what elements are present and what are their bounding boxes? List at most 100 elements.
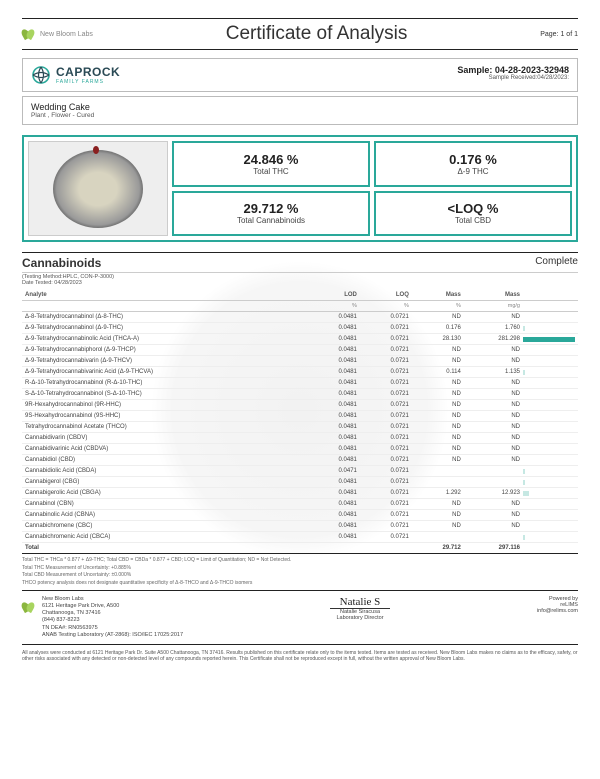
product-type: Plant , Flower - Cured — [31, 112, 569, 119]
cell-loq: 0.0721 — [360, 411, 412, 422]
summary-value: 29.712 % — [244, 201, 299, 216]
sample-photo — [28, 141, 168, 236]
table-row: Cannabigerol (CBG) 0.0481 0.0721 — [22, 477, 578, 488]
client-logo: CAPROCK FAMILY FARMS — [31, 65, 120, 85]
cell-mass-mgg: 281.298 — [464, 334, 523, 345]
page-number: Page: 1 of 1 — [540, 31, 578, 38]
cell-mass-pct: 0.176 — [412, 323, 464, 334]
cell-loq: 0.0721 — [360, 433, 412, 444]
analyte-name: Δ-8-Tetrahydrocannabinol (Δ-8-THC) — [22, 312, 308, 323]
signature-icon: Natalie S — [330, 596, 391, 609]
cell-loq: 0.0721 — [360, 323, 412, 334]
cell-bar — [523, 444, 578, 455]
col-loq: LOQ — [360, 290, 412, 301]
unit-m1: % — [412, 301, 464, 312]
page-header: New Bloom Labs Certificate of Analysis P… — [22, 18, 578, 50]
cell-mass-mgg — [464, 477, 523, 488]
table-row: Δ-9-Tetrahydrocannabivarin (Δ-9-THCV) 0.… — [22, 356, 578, 367]
unit-m2: mg/g — [464, 301, 523, 312]
analyte-name: Tetrahydrocannabinol Acetate (THCO) — [22, 422, 308, 433]
cell-mass-pct: ND — [412, 389, 464, 400]
summary-panel: 24.846 %Total THC0.176 %Δ-9 THC29.712 %T… — [22, 135, 578, 242]
cell-lod: 0.0481 — [308, 477, 360, 488]
cell-loq: 0.0721 — [360, 334, 412, 345]
summary-cell: <LOQ %Total CBD — [374, 191, 572, 237]
cell-mass-pct: ND — [412, 521, 464, 532]
sample-id: Sample: 04-28-2023-32948 — [457, 65, 569, 75]
cell-mass-mgg: ND — [464, 521, 523, 532]
cell-lod: 0.0481 — [308, 389, 360, 400]
summary-cell: 24.846 %Total THC — [172, 141, 370, 187]
total-row: Total 29.712 297.116 — [22, 543, 578, 554]
cell-bar — [523, 345, 578, 356]
table-row: Cannabidivarin (CBDV) 0.0481 0.0721 ND N… — [22, 433, 578, 444]
cell-lod: 0.0481 — [308, 521, 360, 532]
cell-mass-mgg: ND — [464, 356, 523, 367]
cell-loq: 0.0721 — [360, 422, 412, 433]
analyte-name: 9S-Hexahydrocannabinol (9S-HHC) — [22, 411, 308, 422]
unit-lod: % — [308, 301, 360, 312]
table-row: Cannabichromene (CBC) 0.0481 0.0721 ND N… — [22, 521, 578, 532]
analyte-name: Cannabidiolic Acid (CBDA) — [22, 466, 308, 477]
analyte-name: Cannabigerol (CBG) — [22, 477, 308, 488]
cell-lod: 0.0481 — [308, 356, 360, 367]
cell-mass-mgg: ND — [464, 499, 523, 510]
col-mass2: Mass — [464, 290, 523, 301]
cell-bar — [523, 433, 578, 444]
analyte-name: Cannabinol (CBN) — [22, 499, 308, 510]
note-cbd-mou: Total CBD Measurement of Uncertainty: ±0… — [22, 572, 578, 579]
disclaimer: All analyses were conducted at 6121 Heri… — [22, 645, 578, 668]
cell-bar — [523, 499, 578, 510]
table-row: R-Δ-10-Tetrahydrocannabinol (R-Δ-10-THC)… — [22, 378, 578, 389]
analyte-name: Cannabidivarin (CBDV) — [22, 433, 308, 444]
leaf-icon — [22, 600, 36, 614]
sample-info: Sample: 04-28-2023-32948 Sample Received… — [457, 65, 569, 81]
cell-lod: 0.0481 — [308, 455, 360, 466]
cell-mass-pct: ND — [412, 455, 464, 466]
cell-mass-mgg: ND — [464, 312, 523, 323]
col-mass1: Mass — [412, 290, 464, 301]
cell-mass-pct: ND — [412, 356, 464, 367]
table-row: Δ-8-Tetrahydrocannabinol (Δ-8-THC) 0.048… — [22, 312, 578, 323]
lab-address: New Bloom Labs 6121 Heritage Park Drive,… — [42, 596, 183, 639]
cell-mass-mgg: ND — [464, 389, 523, 400]
cell-mass-pct: ND — [412, 378, 464, 389]
signer-title: Laboratory Director — [330, 615, 391, 621]
total-label: Total — [22, 543, 308, 554]
cell-mass-mgg: 12.923 — [464, 488, 523, 499]
cell-mass-mgg: ND — [464, 422, 523, 433]
summary-cell: 0.176 %Δ-9 THC — [374, 141, 572, 187]
cell-mass-pct: 28.130 — [412, 334, 464, 345]
cell-bar — [523, 455, 578, 466]
table-row: Cannabidiolic Acid (CBDA) 0.0471 0.0721 — [22, 466, 578, 477]
cell-bar — [523, 334, 578, 345]
summary-value: <LOQ % — [448, 201, 499, 216]
analyte-name: Cannabichromene (CBC) — [22, 521, 308, 532]
powered-by: Powered by reLIMS info@relims.com — [537, 596, 578, 614]
cell-bar — [523, 389, 578, 400]
cell-loq: 0.0721 — [360, 532, 412, 543]
table-row: Δ-9-Tetrahydrocannabiphorol (Δ-9-THCP) 0… — [22, 345, 578, 356]
note-formula: Total THC = THCa * 0.877 + Δ9-THC; Total… — [22, 557, 578, 564]
total-pct: 29.712 — [412, 543, 464, 554]
cell-mass-pct: ND — [412, 444, 464, 455]
client-block: CAPROCK FAMILY FARMS Sample: 04-28-2023-… — [22, 58, 578, 92]
cell-lod: 0.0481 — [308, 367, 360, 378]
cell-lod: 0.0481 — [308, 422, 360, 433]
cell-loq: 0.0721 — [360, 466, 412, 477]
summary-value: 24.846 % — [244, 152, 299, 167]
product-name: Wedding Cake — [31, 102, 569, 112]
summary-cell: 29.712 %Total Cannabinoids — [172, 191, 370, 237]
cell-mass-mgg: ND — [464, 411, 523, 422]
analyte-name: Δ-9-Tetrahydrocannabinolic Acid (THCA-A) — [22, 334, 308, 345]
section-status: Complete — [535, 256, 578, 270]
cell-loq: 0.0721 — [360, 455, 412, 466]
cell-mass-mgg: ND — [464, 433, 523, 444]
col-bar — [523, 290, 578, 301]
unit-loq: % — [360, 301, 412, 312]
cell-mass-pct: ND — [412, 422, 464, 433]
col-lod: LOD — [308, 290, 360, 301]
cell-mass-pct: ND — [412, 312, 464, 323]
cell-lod: 0.0481 — [308, 433, 360, 444]
cell-loq: 0.0721 — [360, 521, 412, 532]
